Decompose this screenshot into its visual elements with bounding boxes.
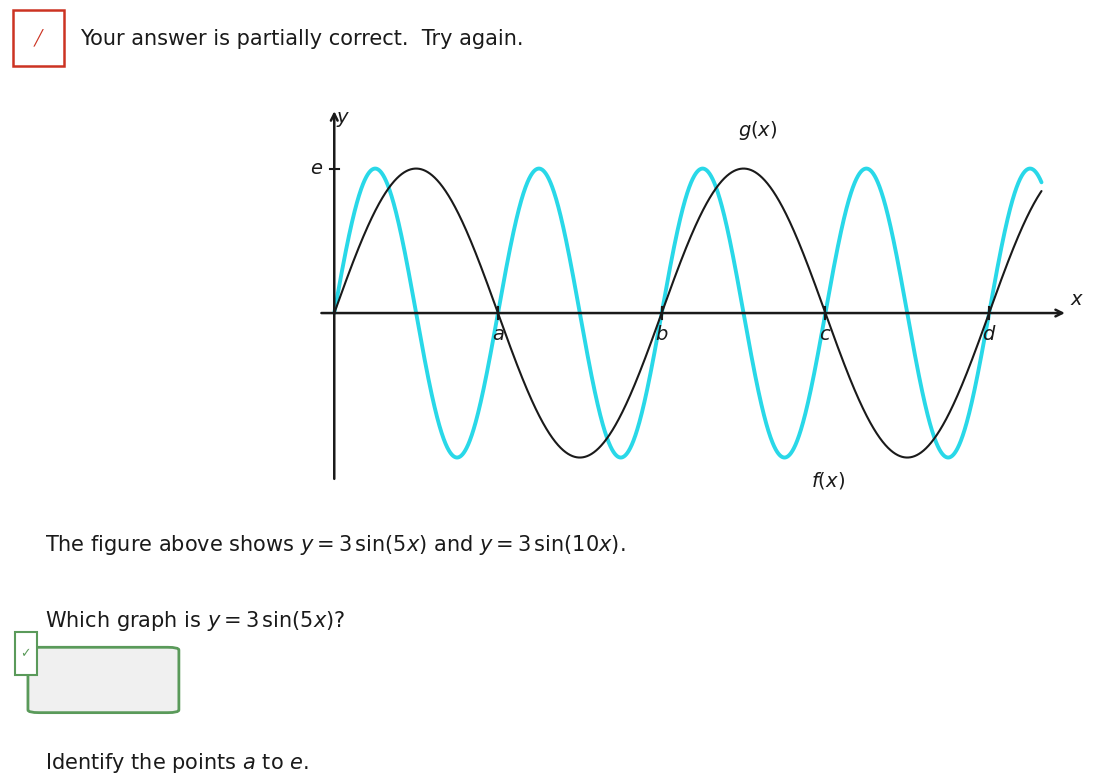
- FancyBboxPatch shape: [13, 10, 64, 66]
- Text: ∨: ∨: [138, 674, 146, 686]
- Text: ✓: ✓: [20, 647, 31, 660]
- Text: $b$: $b$: [655, 325, 669, 344]
- Text: $c$: $c$: [819, 325, 832, 344]
- Text: $y$: $y$: [337, 110, 351, 129]
- Text: Which graph is $y = 3\,\sin(5x)$?: Which graph is $y = 3\,\sin(5x)$?: [45, 609, 344, 633]
- FancyBboxPatch shape: [28, 647, 179, 713]
- Text: $x$: $x$: [1070, 290, 1084, 309]
- Text: The figure above shows $y = 3\,\sin(5x)$ and $y = 3\,\sin(10x)$.: The figure above shows $y = 3\,\sin(5x)$…: [45, 533, 625, 557]
- Text: $g(x)$: $g(x)$: [738, 119, 778, 142]
- Text: Identify the points $a$ to $e$.: Identify the points $a$ to $e$.: [45, 751, 309, 775]
- Text: $f(x)$: $f(x)$: [811, 470, 845, 491]
- Text: f(x): f(x): [73, 671, 104, 689]
- FancyBboxPatch shape: [15, 632, 37, 675]
- Text: $d$: $d$: [982, 325, 996, 344]
- Text: Your answer is partially correct.  Try again.: Your answer is partially correct. Try ag…: [80, 29, 524, 49]
- Text: $a$: $a$: [492, 325, 504, 344]
- Text: ╱: ╱: [34, 30, 44, 47]
- Text: $e$: $e$: [310, 159, 323, 178]
